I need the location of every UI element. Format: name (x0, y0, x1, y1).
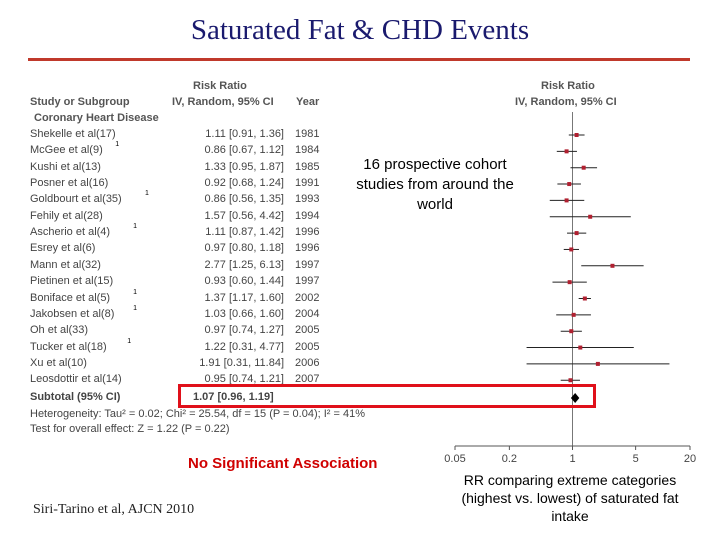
plot-header-bottom: IV, Random, 95% CI (515, 96, 617, 108)
study-year: 2005 (295, 324, 320, 337)
study-year: 1984 (295, 144, 320, 157)
study-name: Esrey et al(6) (30, 242, 96, 255)
study-name: McGee et al(9) (30, 144, 103, 157)
x-tick-label: 1 (569, 453, 575, 465)
heterogeneity-text: Heterogeneity: Tau² = 0.02; Chi² = 25.54… (30, 408, 365, 420)
x-tick-label: 20 (684, 453, 696, 465)
study-name: Mann et al(32) (30, 258, 101, 271)
study-ci-text: 1.37 [1.17, 1.60] (204, 291, 284, 304)
study-year: 2002 (295, 291, 320, 304)
study-superscript: 1 (133, 288, 138, 296)
study-point (574, 133, 579, 137)
study-year: 1994 (295, 209, 320, 222)
study-year: 1993 (295, 193, 320, 206)
study-year: 2004 (295, 307, 320, 320)
study-year: 2007 (295, 373, 320, 386)
study-point (567, 182, 572, 187)
study-year: 2005 (295, 340, 320, 353)
study-year: 1991 (295, 177, 320, 190)
study-year: 1997 (295, 258, 320, 271)
study-name: Goldbourt et al(35) (30, 193, 122, 206)
study-point (568, 378, 573, 383)
subtotal-diamond (570, 393, 580, 403)
study-superscript: 1 (133, 304, 138, 312)
study-name: Ascherio et al(4) (30, 226, 111, 239)
study-point (569, 247, 574, 252)
x-tick-label: 5 (633, 453, 639, 465)
studies-note: 16 prospective cohort studies from aroun… (345, 155, 525, 215)
study-year: 1985 (295, 160, 320, 173)
study-point (569, 329, 574, 334)
study-name: Fehily et al(28) (30, 209, 103, 222)
header-rr-bottom: IV, Random, 95% CI (172, 96, 274, 108)
study-ci-text: 1.11 [0.91, 1.36] (205, 128, 284, 140)
study-year: 2006 (295, 356, 320, 369)
study-point (578, 345, 583, 350)
header-study: Study or Subgroup (30, 96, 130, 108)
study-superscript: 1 (127, 337, 132, 345)
study-name: Jakobsen et al(8) (30, 307, 115, 320)
subtotal-highlight-box (178, 384, 596, 408)
overall-effect-text: Test for overall effect: Z = 1.22 (P = 0… (30, 423, 230, 435)
plot-header-top: Risk Ratio (541, 80, 595, 92)
study-ci-text: 2.77 [1.25, 6.13] (204, 258, 284, 271)
study-point (588, 214, 593, 219)
subtotal-label: Subtotal (95% CI) (30, 391, 121, 403)
study-point (571, 312, 576, 317)
group-label: Coronary Heart Disease (34, 112, 159, 124)
study-year: 1997 (295, 275, 320, 288)
study-point (567, 280, 572, 285)
study-point (582, 296, 587, 301)
study-name: Posner et al(16) (30, 177, 109, 190)
study-ci-text: 0.86 [0.67, 1.12] (204, 144, 284, 157)
study-superscript: 1 (115, 141, 120, 149)
study-ci-text: 1.91 [0.31, 11.84] (199, 356, 284, 369)
study-point (574, 231, 579, 236)
study-year: 1996 (295, 226, 320, 239)
study-superscript: 1 (145, 190, 149, 198)
no-significant-association-label: No Significant Association (188, 455, 378, 472)
study-name: Oh et al(33) (30, 324, 89, 337)
study-ci-text: 1.57 [0.56, 4.42] (204, 209, 284, 222)
subtotal-ci: 1.07 [0.96, 1.19] (193, 391, 274, 403)
study-name: Kushi et al(13) (30, 160, 101, 173)
header-rr-top: Risk Ratio (193, 80, 247, 92)
study-point (610, 263, 615, 268)
study-ci-text: 0.93 [0.60, 1.44] (204, 275, 284, 288)
x-tick-label: 0.2 (502, 453, 517, 465)
x-tick-label: 0.05 (444, 453, 465, 465)
study-point (581, 165, 586, 170)
study-name: Tucker et al(18) (30, 340, 107, 353)
study-ci-text: 1.03 [0.66, 1.60] (204, 307, 284, 320)
citation: Siri-Tarino et al, AJCN 2010 (33, 502, 195, 517)
study-ci-text: 1.33 [0.95, 1.87] (204, 160, 284, 173)
rr-comparison-note: RR comparing extreme categories (highest… (461, 472, 679, 524)
slide-title: Saturated Fat & CHD Events (190, 14, 530, 46)
study-name: Xu et al(10) (30, 356, 87, 369)
study-ci-text: 1.22 [0.31, 4.77] (204, 340, 284, 353)
study-name: Leosdottir et al(14) (30, 373, 122, 386)
study-name: Pietinen et al(15) (30, 275, 114, 288)
study-name: Boniface et al(5) (30, 291, 111, 304)
study-year: 1996 (295, 242, 320, 255)
study-ci-text: 0.95 [0.74, 1.21] (204, 373, 284, 386)
study-point (564, 198, 569, 203)
study-ci-text: 0.97 [0.74, 1.27] (204, 324, 284, 337)
study-ci-text: 1.11 [0.87, 1.42] (205, 226, 284, 239)
study-year: 1981 (295, 128, 320, 140)
study-point (564, 149, 569, 154)
title-rule (28, 58, 690, 61)
study-ci-text: 0.92 [0.68, 1.24] (204, 177, 284, 190)
study-point (595, 361, 600, 366)
study-ci-text: 0.86 [0.56, 1.35] (204, 193, 284, 206)
study-ci-text: 0.97 [0.80, 1.18] (204, 242, 284, 255)
header-year: Year (296, 96, 320, 108)
study-name: Shekelle et al(17) (30, 128, 116, 140)
study-superscript: 1 (133, 223, 138, 231)
